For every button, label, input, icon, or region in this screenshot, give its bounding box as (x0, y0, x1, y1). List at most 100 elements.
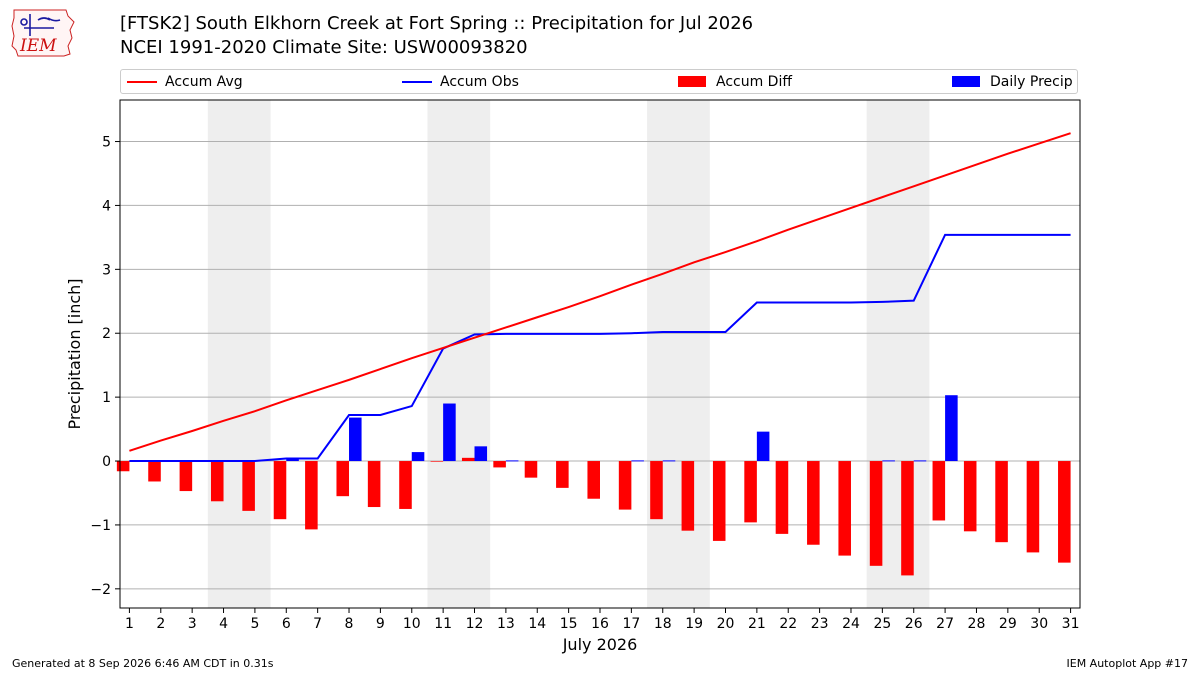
x-tick-label: 18 (654, 616, 672, 632)
accum-diff-bar (650, 461, 663, 520)
accum-diff-bar (807, 461, 820, 545)
x-tick-label: 25 (873, 616, 891, 632)
accum-diff-bar (587, 461, 600, 499)
x-tick-label: 21 (748, 616, 766, 632)
x-tick-label: 9 (376, 616, 385, 632)
accum-obs-line (129, 233, 1071, 463)
accum-diff-bar (932, 461, 946, 521)
x-tick-label: 3 (188, 616, 197, 632)
accum-diff-bar (1058, 461, 1071, 563)
accum-avg-line (129, 132, 1071, 452)
x-tick-label: 30 (1030, 616, 1048, 632)
x-tick-label: 27 (936, 616, 954, 632)
accum-diff-bar (305, 461, 318, 530)
accum-diff-bar (242, 461, 255, 511)
x-tick-label: 14 (528, 616, 546, 632)
accum-diff-bar (210, 461, 224, 502)
x-tick-label: 6 (282, 616, 291, 632)
daily-precip-bar (756, 431, 770, 462)
weekend-band (427, 100, 491, 608)
x-tick-label: 16 (591, 616, 609, 632)
accum-diff-bar (775, 461, 789, 534)
accum-diff-bar (116, 461, 130, 472)
legend-label-accum-avg: Accum Avg (165, 74, 243, 90)
logo-text: IEM (19, 36, 57, 56)
legend-label-accum-diff: Accum Diff (716, 74, 793, 90)
accum-diff-bar (524, 461, 538, 478)
daily-precip-bar (286, 458, 299, 462)
legend-swatch-accum-obs (402, 81, 432, 83)
weekend-band (207, 100, 271, 608)
accum-diff-bar (995, 461, 1008, 543)
legend-swatch-accum-avg (127, 81, 157, 83)
accum-diff-bar (493, 461, 506, 468)
x-tick-label: 2 (156, 616, 165, 632)
y-tick-label: 1 (102, 390, 111, 406)
daily-precip-bar (443, 403, 456, 462)
accum-diff-bar (901, 461, 914, 576)
bar-series (116, 395, 1071, 576)
legend-label-accum-obs: Accum Obs (440, 74, 519, 90)
legend-label-daily-precip: Daily Precip (990, 74, 1073, 90)
accum-diff-bar (744, 461, 757, 523)
x-tick-label: 23 (811, 616, 829, 632)
accum-diff-bar (556, 461, 569, 488)
chart-title: [FTSK2] South Elkhorn Creek at Fort Spri… (120, 13, 754, 34)
accum-diff-bar (399, 461, 412, 509)
accum-diff-bar (1026, 461, 1040, 553)
accum-diff-bar (430, 461, 444, 462)
x-tick-label: 13 (497, 616, 515, 632)
x-tick-label: 29 (999, 616, 1017, 632)
accum-diff-bar (712, 461, 726, 541)
footer-generated-text: Generated at 8 Sep 2026 6:46 AM CDT in 0… (12, 657, 274, 670)
accum-diff-bar (681, 461, 695, 531)
accum-diff-bar (367, 461, 381, 508)
x-tick-label: 28 (968, 616, 986, 632)
x-tick-label: 1 (125, 616, 134, 632)
x-tick-label: 20 (717, 616, 735, 632)
accum-diff-bar (461, 457, 475, 462)
iem-logo: IEM (11, 9, 75, 57)
y-axis-label: Precipitation [inch] (65, 278, 84, 429)
y-tick-label: 0 (102, 454, 111, 470)
y-tick-label: 4 (102, 198, 111, 214)
daily-precip-bar (945, 395, 958, 462)
weekend-shading (207, 100, 930, 608)
footer-app-text: IEM Autoplot App #17 (1066, 657, 1189, 670)
daily-precip-bar (631, 460, 644, 462)
chart-legend: Accum Avg Accum Obs Accum Diff Daily Pre… (120, 69, 1078, 94)
line-series (129, 132, 1071, 463)
x-tick-label: 4 (219, 616, 228, 632)
daily-precip-bar (913, 460, 927, 462)
x-tick-label: 8 (345, 616, 354, 632)
x-tick-label: 26 (905, 616, 923, 632)
daily-precip-bar (662, 460, 676, 462)
accum-diff-bar (273, 461, 287, 520)
accum-diff-bar (618, 461, 632, 510)
x-tick-label: 10 (403, 616, 421, 632)
x-tick-label: 7 (313, 616, 322, 632)
x-axis-label: July 2026 (562, 635, 638, 654)
x-tick-label: 15 (560, 616, 578, 632)
accum-diff-bar (179, 461, 193, 492)
x-tick-label: 5 (250, 616, 259, 632)
chart-subtitle: NCEI 1991-2020 Climate Site: USW00093820 (120, 37, 528, 58)
accum-diff-bar (148, 461, 161, 482)
accum-diff-bar (963, 461, 977, 532)
daily-precip-bar (349, 417, 362, 462)
x-tick-label: 24 (842, 616, 860, 632)
x-tick-label: 31 (1062, 616, 1080, 632)
daily-precip-bar (474, 446, 488, 462)
legend-swatch-accum-diff (678, 76, 706, 87)
weather-station-icon (20, 14, 61, 36)
y-tick-label: −2 (90, 582, 111, 598)
y-tick-label: −1 (90, 518, 111, 534)
y-tick-label: 5 (102, 135, 111, 151)
accum-diff-bar (869, 461, 883, 566)
y-tick-label: 2 (102, 326, 111, 342)
daily-precip-bar (411, 452, 425, 462)
y-tick-label: 3 (102, 262, 111, 278)
x-tick-label: 19 (685, 616, 703, 632)
